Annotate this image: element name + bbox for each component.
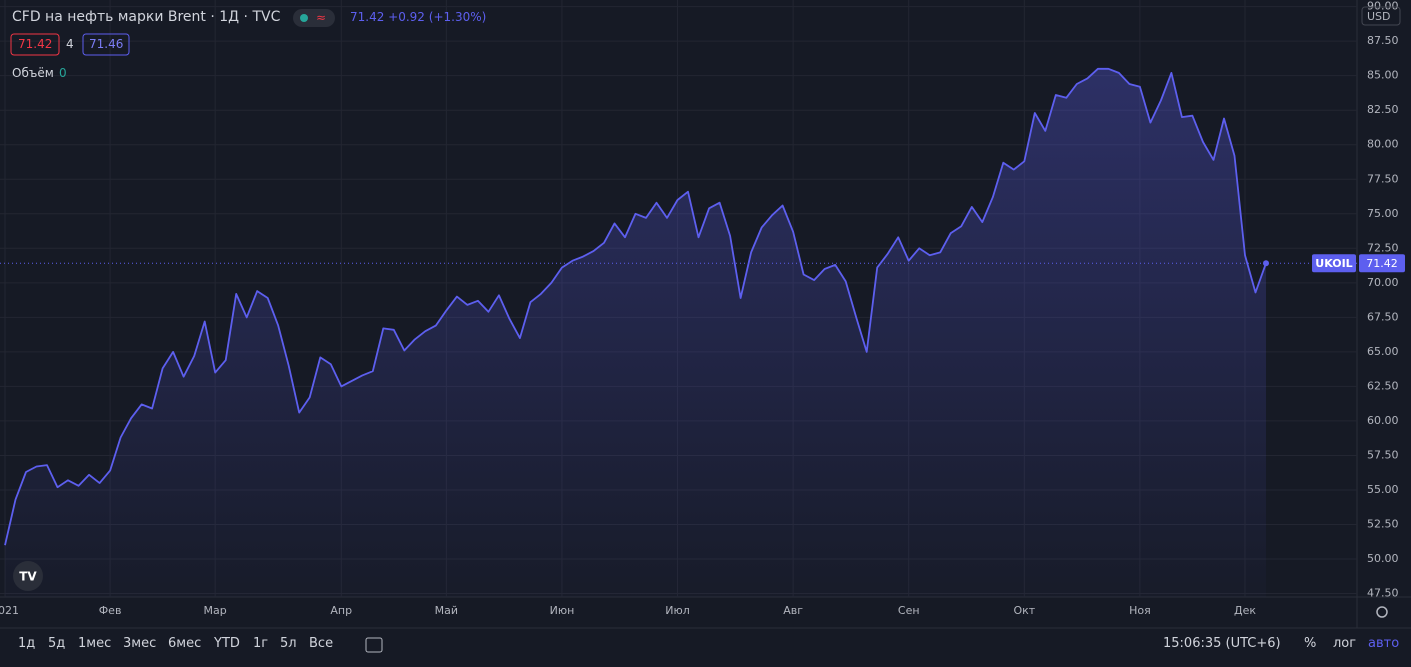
range-button[interactable]: Все [309,636,334,651]
y-tick-label: 60.00 [1367,414,1399,427]
status-dot [300,14,308,22]
spread: 4 [66,37,74,51]
volume: 0 [59,66,67,80]
ask: 71.46 [89,37,124,51]
y-tick-label: 47.50 [1367,587,1399,600]
x-tick-label: Мар [204,604,227,617]
x-tick-label: Июн [550,604,575,617]
range-button[interactable]: 1г [253,636,269,651]
y-tick-label: 75.00 [1367,207,1399,220]
y-tick-label: 72.50 [1367,241,1399,254]
symbol-label-box [1312,254,1356,273]
y-tick-label: 82.50 [1367,103,1399,116]
y-tick-label: 90.00 [1367,0,1399,13]
symbol-title: CFD на нефть марки Brent · 1Д · TVC [12,9,281,25]
currency-box[interactable] [1361,6,1401,26]
x-tick-label: Сен [898,604,920,617]
quote: 71.42 +0.92 (+1.30%) [350,10,487,24]
last-price-label: 71.42 [1366,257,1398,270]
auto-toggle[interactable]: авто [1368,636,1400,651]
currency[interactable]: USD [1367,10,1391,23]
bid: 71.42 [18,37,53,51]
x-tick-label: 2021 [0,604,19,617]
ask-box [82,33,130,56]
x-tick-label: Ноя [1129,604,1151,617]
x-tick-label: Окт [1013,604,1035,617]
y-tick-label: 57.50 [1367,448,1399,461]
range-button[interactable]: YTD [214,636,240,651]
volume-label: Объём [12,66,54,80]
y-tick-label: 80.00 [1367,138,1399,151]
x-tick-label: Фев [99,604,122,617]
status-pill[interactable] [293,9,335,27]
range-button[interactable]: 6мес [168,636,202,651]
y-tick-label: 77.50 [1367,172,1399,185]
logo[interactable] [13,561,43,591]
area-fill [5,68,1266,598]
x-tick-label: Апр [330,604,352,617]
log-toggle[interactable]: лог [1333,636,1357,651]
y-tick-label: 87.50 [1367,34,1399,47]
range-button[interactable]: 1д [18,636,36,651]
logo-glyph: TV [19,570,37,584]
y-tick-label: 52.50 [1367,517,1399,530]
y-tick-label: 55.00 [1367,483,1399,496]
bid-box [10,33,60,56]
y-tick-label: 65.00 [1367,345,1399,358]
symbol-label: UKOIL [1315,257,1352,270]
date-range-icon[interactable] [365,637,383,653]
y-tick-label: 70.00 [1367,276,1399,289]
last-point [1263,260,1269,267]
range-button[interactable]: 5д [48,636,66,651]
last-price-box [1359,254,1405,273]
y-tick-label: 62.50 [1367,379,1399,392]
settings-icon[interactable] [1376,606,1388,618]
y-tick-label: 85.00 [1367,69,1399,82]
x-tick-label: Авг [783,604,803,617]
y-tick-label: 50.00 [1367,552,1399,565]
range-button[interactable]: 1мес [78,636,112,651]
x-tick-label: Дек [1234,604,1256,617]
range-button[interactable]: 3мес [123,636,157,651]
clock: 15:06:35 (UTC+6) [1163,636,1281,651]
x-tick-label: Май [435,604,458,617]
price-line [4,67,1267,546]
status-icon: ≈ [316,11,326,25]
x-tick-label: Июл [665,604,690,617]
range-button[interactable]: 5л [280,636,297,651]
y-tick-label: 67.50 [1367,310,1399,323]
percent-toggle[interactable]: % [1304,636,1317,651]
